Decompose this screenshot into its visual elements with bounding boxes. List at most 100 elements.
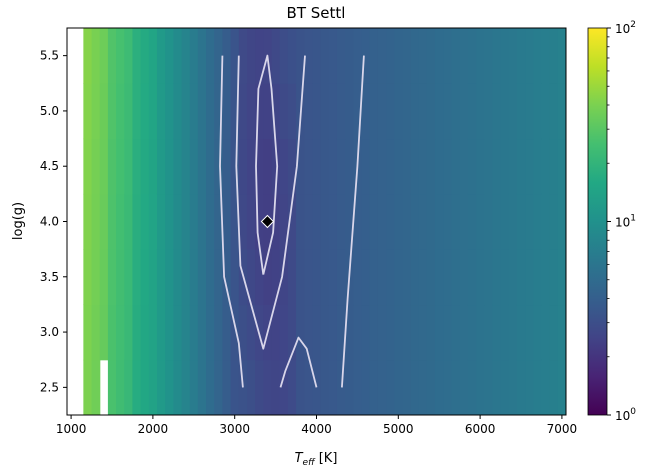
heatmap-cell [214,28,224,84]
heatmap-cell [459,83,469,140]
heatmap-cell [181,83,191,140]
heatmap-cell [443,138,453,195]
heatmap-cell [369,249,379,306]
heatmap-cell [124,28,134,84]
heatmap-cell [410,304,420,361]
heatmap-cell [402,193,412,250]
heatmap-cell [541,304,551,361]
heatmap-cell [140,83,150,140]
heatmap-cell [279,249,289,306]
heatmap-cell [165,28,174,84]
heatmap-cell [386,28,395,84]
heatmap-cell [451,193,461,250]
heatmap-cell [140,28,150,84]
heatmap-cell [484,28,493,84]
heatmap-cell [353,359,363,415]
heatmap-cell [394,193,403,250]
heatmap-cell [369,359,379,415]
heatmap-cell [377,359,387,415]
heatmap-cell [377,28,387,84]
heatmap-cell [222,359,232,415]
heatmap-cell [508,83,518,140]
heatmap-cell [189,28,199,84]
heatmap-cell [451,138,461,195]
heatmap-cell [255,359,264,415]
colorbar [587,27,608,416]
heatmap-cell [525,193,534,250]
contour-line [279,336,318,388]
heatmap-cell [394,28,403,84]
heatmap-cell [287,304,297,361]
heatmap-cell [165,304,174,361]
heatmap-cell [83,28,93,84]
heatmap-cell [238,193,248,250]
heatmap-cell [165,83,174,140]
heatmap-cell [386,359,395,415]
heatmap-cell [99,193,109,250]
heatmap-cell [99,28,109,84]
heatmap-cell [394,359,403,415]
heatmap-cell [516,83,526,140]
heatmap-cell [230,83,240,140]
heatmap-cell [271,249,281,306]
heatmap-cell [304,359,314,415]
heatmap-cell [386,83,395,140]
heatmap-cell [116,304,125,361]
heatmap-cell [181,138,191,195]
heatmap-cell [516,304,526,361]
heatmap-cell [353,83,363,140]
heatmap-cell [181,249,191,306]
heatmap-cell [83,304,93,361]
colorbar-ticks: 100 101 102 [607,20,636,423]
heatmap-cell [107,193,117,250]
heatmap-cell [525,28,534,84]
heatmap-cell [148,83,158,140]
heatmap-cell [451,359,461,415]
heatmap-cell [508,193,518,250]
heatmap-cell [459,304,469,361]
heatmap-cell [557,138,566,195]
heatmap-cell [255,138,264,195]
heatmap-cell [116,249,125,306]
heatmap-cell [156,249,166,306]
heatmap-cell [173,359,183,415]
heatmap-cell [361,28,371,84]
heatmap-cell [279,138,289,195]
heatmap-cell [377,249,387,306]
heatmap-cell [484,193,493,250]
heatmap-cell [418,83,428,140]
heatmap-cell [189,249,199,306]
heatmap-cell [255,28,264,84]
heatmap-cell [156,359,166,415]
heatmap-cell [214,304,224,361]
heatmap-cell [508,359,518,415]
heatmap-cell [181,193,191,250]
heatmap-cell [541,138,551,195]
heatmap-cell [402,359,412,415]
heatmap-cell [525,359,534,415]
heatmap-cell [156,304,166,361]
best-fit-marker [260,214,275,229]
heatmap-cell [296,28,305,84]
heatmap-cell [189,304,199,361]
heatmap-cell [426,83,436,140]
heatmap-cell [476,249,485,306]
heatmap-cell [165,138,174,195]
heatmap-cell [336,304,346,361]
heatmap-cell [508,249,518,306]
heatmap-cell [197,138,207,195]
heatmap-cell [402,304,412,361]
heatmap-cell [345,138,354,195]
y-axis: 2.5 3.0 3.5 4.0 4.5 5.0 5.5 [40,49,67,394]
heatmap-cell [238,28,248,84]
heatmap-cell [132,304,142,361]
heatmap-cell [246,83,256,140]
heatmap-cell [549,359,559,415]
heatmap-cell [541,193,551,250]
heatmap-cell [328,249,338,306]
heatmap-cell [320,304,330,361]
heatmap-cell [328,28,338,84]
heatmap-cell [83,193,93,250]
best-fit-layer [260,214,275,229]
heatmap-cell [476,359,485,415]
